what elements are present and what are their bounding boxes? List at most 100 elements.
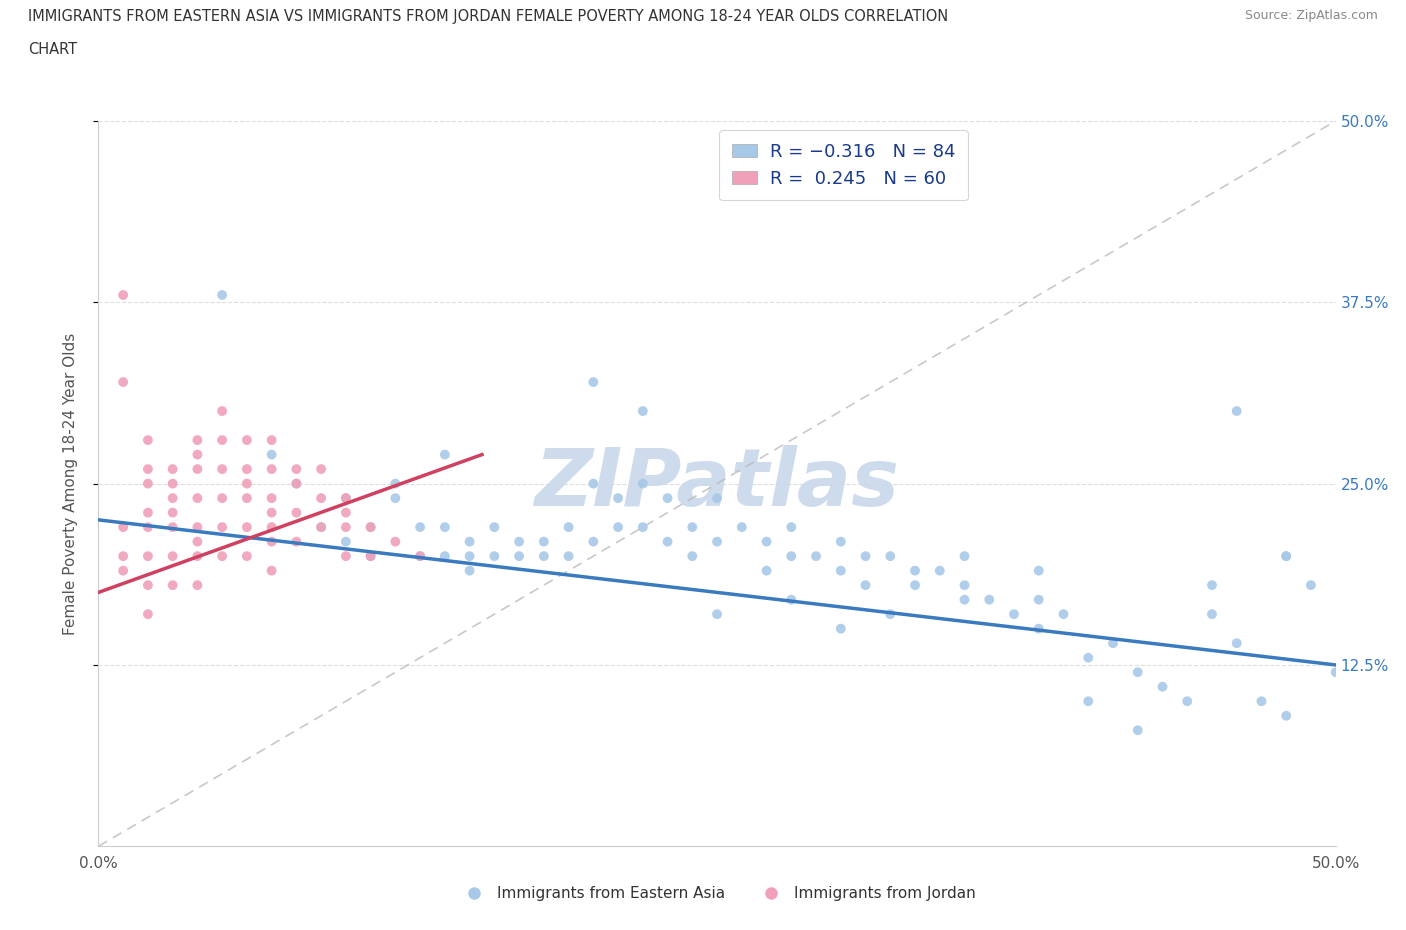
Point <box>458 549 481 564</box>
Point <box>706 534 728 549</box>
Point <box>855 549 877 564</box>
Point <box>285 534 308 549</box>
Point <box>780 592 803 607</box>
Point <box>657 491 679 506</box>
Point <box>706 606 728 621</box>
Point <box>285 461 308 476</box>
Point <box>236 432 259 447</box>
Point <box>557 549 579 564</box>
Point <box>1077 694 1099 709</box>
Point <box>260 491 283 506</box>
Point <box>582 476 605 491</box>
Point <box>136 549 159 564</box>
Point <box>236 520 259 535</box>
Point <box>162 476 184 491</box>
Point <box>211 432 233 447</box>
Point <box>260 534 283 549</box>
Point <box>879 606 901 621</box>
Point <box>631 520 654 535</box>
Point <box>309 520 332 535</box>
Point <box>508 549 530 564</box>
Point <box>1028 592 1050 607</box>
Point <box>533 549 555 564</box>
Point <box>458 534 481 549</box>
Point <box>657 534 679 549</box>
Point <box>384 491 406 506</box>
Y-axis label: Female Poverty Among 18-24 Year Olds: Female Poverty Among 18-24 Year Olds <box>63 333 77 635</box>
Point <box>309 461 332 476</box>
Point <box>1226 636 1249 651</box>
Point <box>136 606 159 621</box>
Point <box>186 534 208 549</box>
Point <box>1275 709 1298 724</box>
Point <box>335 491 357 506</box>
Point <box>112 564 135 578</box>
Point <box>1226 404 1249 418</box>
Point <box>979 592 1001 607</box>
Point <box>830 621 852 636</box>
Point <box>681 549 703 564</box>
Point <box>211 520 233 535</box>
Point <box>360 549 382 564</box>
Point <box>953 578 976 592</box>
Point <box>433 549 456 564</box>
Point <box>236 476 259 491</box>
Point <box>136 578 159 592</box>
Point <box>681 520 703 535</box>
Point <box>484 520 506 535</box>
Point <box>162 520 184 535</box>
Point <box>136 461 159 476</box>
Point <box>731 520 754 535</box>
Point <box>1250 694 1272 709</box>
Point <box>136 476 159 491</box>
Point <box>830 534 852 549</box>
Text: Source: ZipAtlas.com: Source: ZipAtlas.com <box>1244 9 1378 22</box>
Point <box>285 505 308 520</box>
Point <box>186 491 208 506</box>
Point <box>236 549 259 564</box>
Point <box>162 578 184 592</box>
Point <box>804 549 827 564</box>
Point <box>1152 679 1174 694</box>
Point <box>879 549 901 564</box>
Point <box>162 491 184 506</box>
Point <box>1201 578 1223 592</box>
Point <box>360 520 382 535</box>
Point <box>508 534 530 549</box>
Point <box>607 491 630 506</box>
Point <box>1126 723 1149 737</box>
Point <box>335 549 357 564</box>
Point <box>433 520 456 535</box>
Point <box>112 549 135 564</box>
Point <box>484 549 506 564</box>
Point <box>285 476 308 491</box>
Point <box>409 520 432 535</box>
Point <box>1126 665 1149 680</box>
Point <box>211 549 233 564</box>
Point <box>1275 549 1298 564</box>
Point <box>136 505 159 520</box>
Point <box>236 461 259 476</box>
Point <box>1275 549 1298 564</box>
Point <box>211 404 233 418</box>
Point <box>335 491 357 506</box>
Point <box>582 375 605 390</box>
Point <box>384 534 406 549</box>
Point <box>631 476 654 491</box>
Point <box>309 520 332 535</box>
Point <box>186 549 208 564</box>
Point <box>1299 578 1322 592</box>
Point <box>953 549 976 564</box>
Point <box>211 461 233 476</box>
Point <box>211 491 233 506</box>
Point <box>236 491 259 506</box>
Legend: Immigrants from Eastern Asia, Immigrants from Jordan: Immigrants from Eastern Asia, Immigrants… <box>453 881 981 908</box>
Text: CHART: CHART <box>28 42 77 57</box>
Point <box>1002 606 1025 621</box>
Point <box>260 505 283 520</box>
Point <box>335 505 357 520</box>
Point <box>112 375 135 390</box>
Point <box>1175 694 1198 709</box>
Point <box>780 549 803 564</box>
Point <box>409 549 432 564</box>
